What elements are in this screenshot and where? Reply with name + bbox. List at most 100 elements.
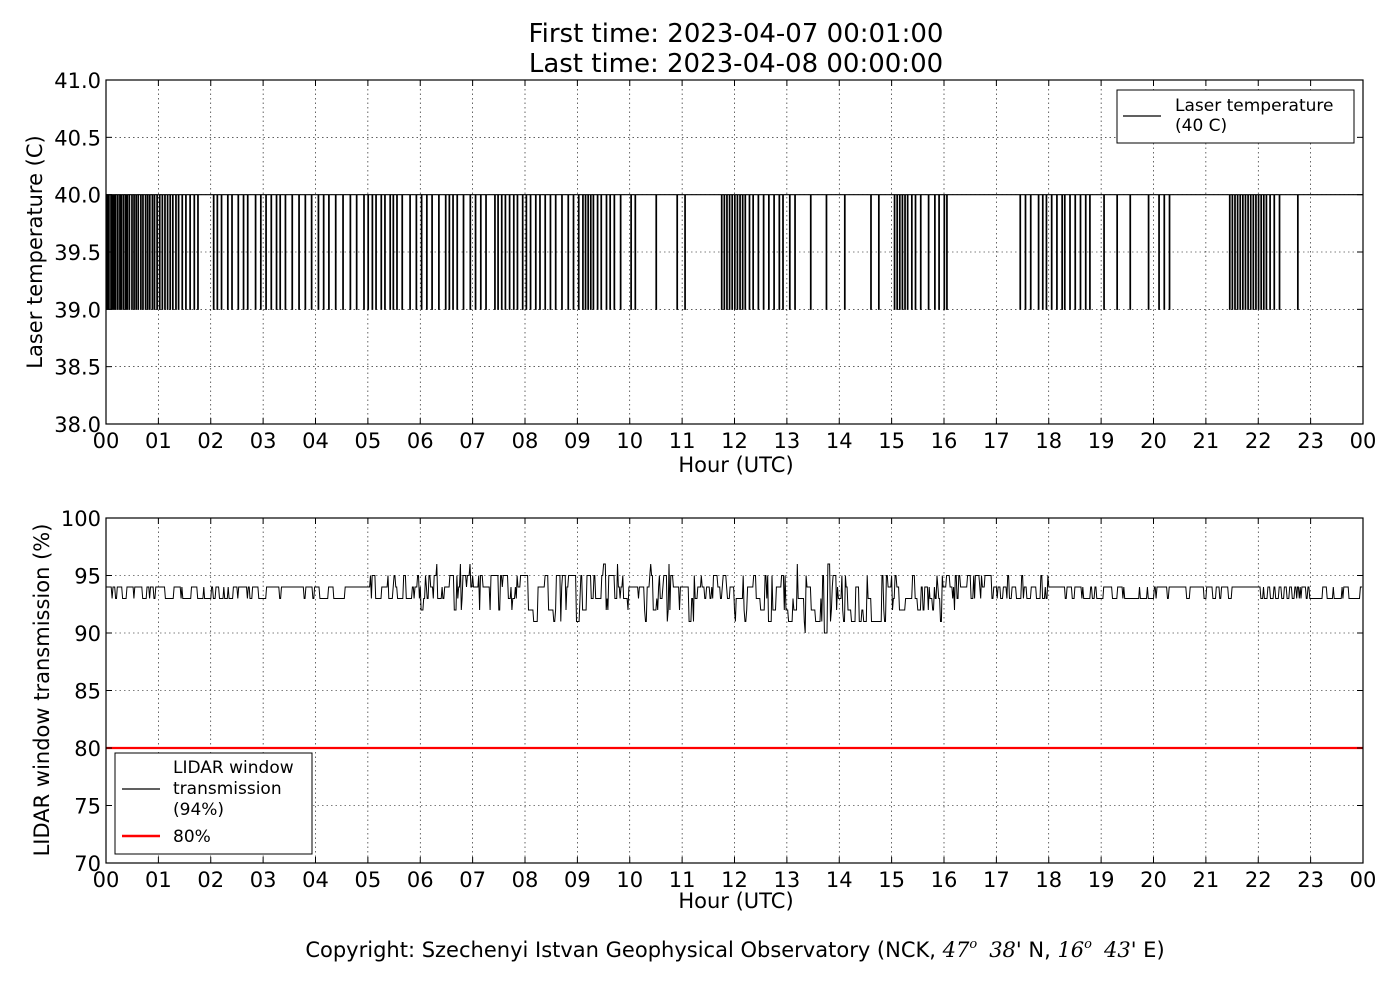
lidar-transmission-xtick-label: 08 xyxy=(512,868,539,892)
lidar-transmission-xtick-label: 13 xyxy=(774,868,801,892)
laser-temperature-xtick-label: 12 xyxy=(721,429,748,453)
latitude-hemisphere: ' N, xyxy=(1016,938,1058,962)
laser-temperature-xtick-label: 15 xyxy=(878,429,905,453)
lidar-transmission-xtick-label: 15 xyxy=(878,868,905,892)
laser-temperature-panel: 00 01 02 03 04 05 06 07 08 09 10 11 12 13 14 15 16 17 18 19… xyxy=(23,69,1376,477)
laser-temperature-legend-line: Laser temperature xyxy=(1175,96,1333,116)
laser-temperature-xtick-label: 17 xyxy=(983,429,1010,453)
lidar-transmission-ytick-label: 75 xyxy=(74,795,101,819)
chart-title-line-2: Last time: 2023-04-08 00:00:00 xyxy=(529,49,943,79)
laser-temperature-xtick-label: 11 xyxy=(669,429,696,453)
laser-temperature-xtick-label: 23 xyxy=(1297,429,1324,453)
lidar-transmission-xtick-label: 01 xyxy=(145,868,172,892)
longitude-minutes: 43 xyxy=(1103,938,1131,962)
lidar-transmission-xtick-label: 19 xyxy=(1088,868,1115,892)
lidar-transmission-xtick-label: 00 xyxy=(1350,868,1377,892)
lidar-transmission-series xyxy=(106,563,1363,634)
laser-temperature-xtick-label: 01 xyxy=(145,429,172,453)
laser-temperature-xtick-label: 13 xyxy=(774,429,801,453)
lidar-transmission-xtick-label: 11 xyxy=(669,868,696,892)
laser-temperature-legend-label: Laser temperature (40 C) xyxy=(1175,96,1333,136)
lidar-transmission-legend: LIDAR window transmission (94%) 80% xyxy=(114,752,313,855)
laser-temperature-xtick-label: 08 xyxy=(512,429,539,453)
laser-temperature-series xyxy=(106,194,1363,310)
lidar-transmission-xtick-label: 09 xyxy=(564,868,591,892)
lidar-transmission-ytick-label: 85 xyxy=(74,680,101,704)
lidar-transmission-xtick-label: 00 xyxy=(93,868,120,892)
lidar-transmission-xtick-label: 02 xyxy=(197,868,224,892)
lidar-transmission-xtick-label: 14 xyxy=(826,868,853,892)
lidar-transmission-xtick-label: 23 xyxy=(1297,868,1324,892)
lidar-transmission-xtick-label: 17 xyxy=(983,868,1010,892)
laser-temperature-xlabel: Hour (UTC) xyxy=(678,453,793,477)
laser-temperature-ytick-label: 38.5 xyxy=(54,356,101,380)
lidar-transmission-ytick-label: 95 xyxy=(74,565,101,589)
latitude-degree-symbol: o xyxy=(969,937,977,952)
laser-temperature-xtick-label: 19 xyxy=(1088,429,1115,453)
laser-temperature-line xyxy=(106,194,1363,310)
copyright-prefix: Copyright: Szechenyi Istvan Geophysical … xyxy=(305,938,942,962)
laser-temperature-xtick-label: 14 xyxy=(826,429,853,453)
laser-temperature-ytick-label: 41.0 xyxy=(54,69,101,93)
laser-temperature-xtick-label: 06 xyxy=(407,429,434,453)
chart-title-line-1: First time: 2023-04-07 00:01:00 xyxy=(529,19,944,49)
laser-temperature-ticks: 00 01 02 03 04 05 06 07 08 09 10 11 12 13 14 15 16 17 18 19… xyxy=(54,69,1376,453)
lidar-transmission-xtick-label: 21 xyxy=(1193,868,1220,892)
laser-temperature-xtick-label: 00 xyxy=(1350,429,1377,453)
longitude-degrees: 16 xyxy=(1057,938,1084,962)
lidar-transmission-xtick-label: 20 xyxy=(1140,868,1167,892)
lidar-transmission-ticks: 00 01 02 03 04 05 06 07 08 09 10 11 12 13 14 15 16 17 18 19… xyxy=(61,507,1376,892)
laser-temperature-xtick-label: 20 xyxy=(1140,429,1167,453)
lidar-transmission-xtick-label: 03 xyxy=(250,868,277,892)
laser-temperature-xtick-label: 16 xyxy=(931,429,958,453)
laser-temperature-xtick-label: 22 xyxy=(1245,429,1272,453)
laser-temperature-ylabel: Laser temperature (C) xyxy=(23,135,47,368)
laser-temperature-xtick-label: 10 xyxy=(616,429,643,453)
lidar-transmission-ytick-label: 70 xyxy=(74,852,101,876)
latitude-degrees: 47 xyxy=(942,938,970,962)
lidar-transmission-xtick-label: 04 xyxy=(302,868,329,892)
lidar-transmission-grid xyxy=(106,518,1363,863)
laser-temperature-legend-line: (40 C) xyxy=(1175,116,1227,136)
lidar-transmission-xtick-label: 05 xyxy=(355,868,382,892)
laser-temperature-xtick-label: 03 xyxy=(250,429,277,453)
lidar-transmission-ytick-label: 100 xyxy=(61,507,101,531)
lidar-transmission-ytick-label: 90 xyxy=(74,622,101,646)
laser-temperature-legend: Laser temperature (40 C) xyxy=(1116,89,1355,144)
threshold-legend-label: 80% xyxy=(173,827,211,847)
laser-temperature-ytick-label: 40.0 xyxy=(54,184,101,208)
lidar-transmission-legend-line: transmission xyxy=(173,779,282,799)
lidar-transmission-line xyxy=(106,563,1363,634)
laser-temperature-ytick-label: 40.5 xyxy=(54,126,101,150)
laser-temperature-xtick-label: 00 xyxy=(93,429,120,453)
lidar-transmission-xtick-label: 10 xyxy=(616,868,643,892)
lidar-transmission-xlabel: Hour (UTC) xyxy=(678,889,793,913)
lidar-transmission-legend-line: LIDAR window xyxy=(173,758,294,778)
lidar-transmission-xtick-label: 07 xyxy=(459,868,486,892)
latitude-minutes: 38 xyxy=(989,938,1016,962)
lidar-transmission-panel: 00 01 02 03 04 05 06 07 08 09 10 11 12 13 14 15 16 17 18 19… xyxy=(30,507,1376,913)
lidar-transmission-legend-line: (94%) xyxy=(173,800,224,820)
laser-temperature-xtick-label: 21 xyxy=(1193,429,1220,453)
laser-temperature-xtick-label: 09 xyxy=(564,429,591,453)
copyright-text: Copyright: Szechenyi Istvan Geophysical … xyxy=(305,937,1164,962)
lidar-transmission-ylabel: LIDAR window transmission (%) xyxy=(30,524,54,857)
lidar-transmission-legend-label: LIDAR window transmission (94%) xyxy=(173,758,294,820)
laser-temperature-xtick-label: 05 xyxy=(355,429,382,453)
lidar-transmission-xtick-label: 16 xyxy=(931,868,958,892)
lidar-transmission-xtick-label: 12 xyxy=(721,868,748,892)
laser-temperature-ytick-label: 39.5 xyxy=(54,241,101,265)
laser-temperature-ytick-label: 38.0 xyxy=(54,413,101,437)
laser-temperature-xtick-label: 02 xyxy=(197,429,224,453)
longitude-degree-symbol: o xyxy=(1084,937,1092,952)
lidar-transmission-xtick-label: 18 xyxy=(1035,868,1062,892)
lidar-transmission-xtick-label: 06 xyxy=(407,868,434,892)
longitude-hemisphere: ' E) xyxy=(1131,938,1165,962)
laser-temperature-ytick-label: 39.0 xyxy=(54,298,101,322)
lidar-transmission-ytick-label: 80 xyxy=(74,737,101,761)
lidar-transmission-xtick-label: 22 xyxy=(1245,868,1272,892)
laser-temperature-xtick-label: 07 xyxy=(459,429,486,453)
laser-temperature-xtick-label: 04 xyxy=(302,429,329,453)
laser-temperature-xtick-label: 18 xyxy=(1035,429,1062,453)
